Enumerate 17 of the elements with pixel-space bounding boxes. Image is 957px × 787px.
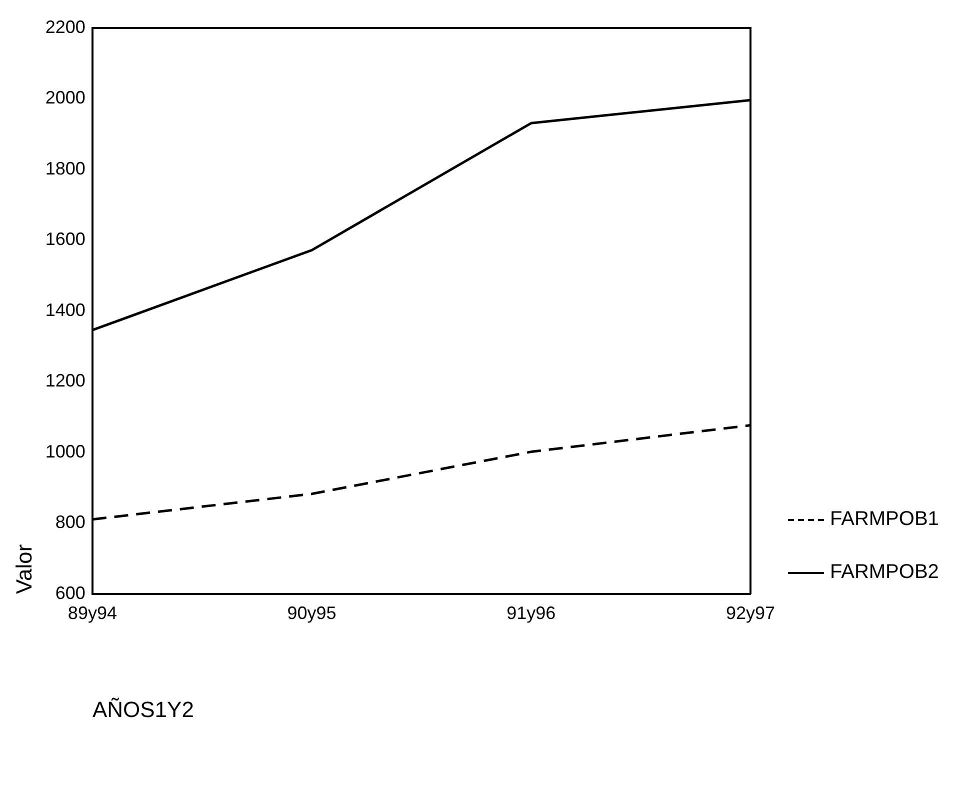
y-tick-label: 2200 bbox=[45, 16, 86, 37]
y-tick-label: 2000 bbox=[45, 88, 86, 108]
legend-label: FARMPOB2 bbox=[830, 561, 939, 584]
x-tick-label: 91y96 bbox=[506, 602, 556, 623]
y-tick-label: 1000 bbox=[45, 441, 86, 462]
legend-label: FARMPOB1 bbox=[830, 508, 939, 531]
y-tick-label: 1400 bbox=[45, 300, 86, 320]
x-axis-title: AÑOS1Y2 bbox=[92, 696, 194, 722]
y-tick-label: 600 bbox=[55, 582, 86, 603]
y-axis-title: Valor bbox=[11, 544, 36, 594]
x-tick-label: 89y94 bbox=[68, 602, 117, 623]
y-tick-label: 1800 bbox=[45, 158, 86, 178]
x-tick-label: 90y95 bbox=[287, 602, 336, 623]
y-tick-label: 1200 bbox=[45, 370, 86, 391]
y-tick-label: 800 bbox=[55, 512, 86, 532]
x-tick-label: 92y97 bbox=[726, 602, 775, 623]
y-tick-label: 1600 bbox=[45, 229, 86, 250]
